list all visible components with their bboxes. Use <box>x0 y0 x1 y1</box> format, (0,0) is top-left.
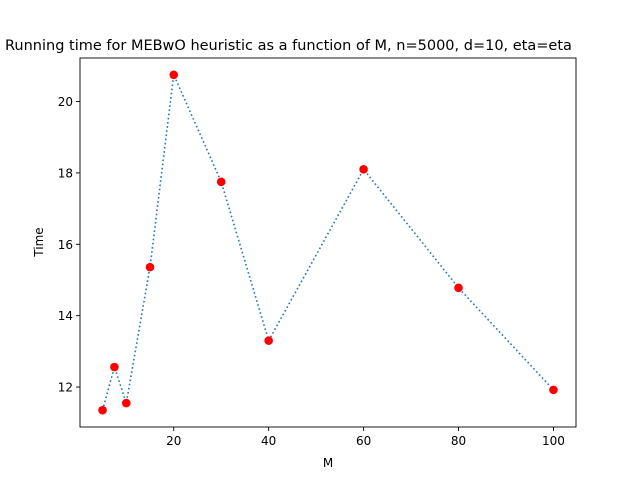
x-tick-label: 80 <box>451 434 466 448</box>
axis-ticks: 20 40 60 80 100 12 14 16 18 20 <box>58 95 565 448</box>
y-tick-label: 16 <box>58 238 73 252</box>
y-tick-label: 18 <box>58 166 73 180</box>
data-point <box>169 70 179 80</box>
y-axis-label: Time <box>32 227 46 257</box>
x-tick-label: 60 <box>356 434 371 448</box>
data-point <box>454 283 463 293</box>
y-tick-label: 20 <box>58 95 73 109</box>
series-line <box>101 71 555 411</box>
y-tick-label: 12 <box>58 381 73 395</box>
data-point <box>359 165 368 174</box>
data-point <box>264 336 273 345</box>
x-tick-label: 20 <box>166 434 181 448</box>
data-point <box>110 362 119 372</box>
x-tick-label: 40 <box>261 434 276 448</box>
plot-area <box>98 70 558 415</box>
data-point <box>216 177 226 187</box>
data-point <box>121 398 131 408</box>
data-point <box>549 385 558 395</box>
x-axis-label: M <box>323 456 333 470</box>
chart-title: Running time for MEBwO heuristic as a fu… <box>5 38 572 54</box>
y-tick-label: 14 <box>58 309 73 323</box>
x-tick-label: 100 <box>542 434 565 448</box>
data-point <box>98 405 107 415</box>
data-point <box>145 262 155 272</box>
axes-frame <box>79 57 577 428</box>
